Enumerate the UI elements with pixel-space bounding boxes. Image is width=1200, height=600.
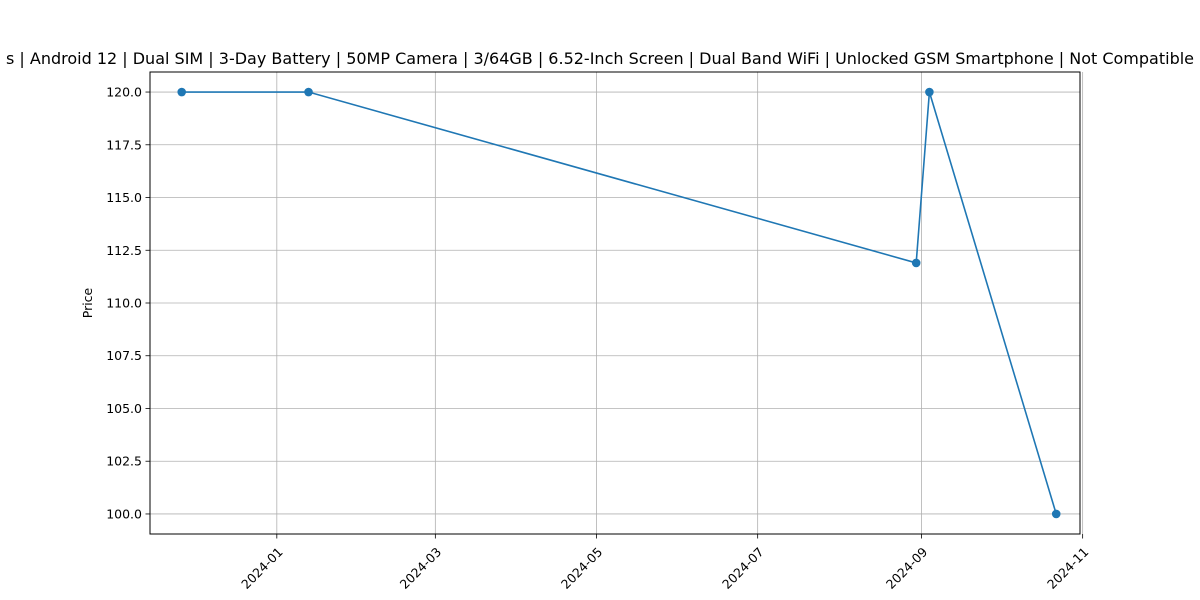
gridlines [150, 72, 1084, 534]
x-axis: 2024-01 2024-03 2024-05 2024-07 2024-09 2024-… [238, 534, 1092, 592]
y-tick-label: 117.5 [106, 137, 142, 152]
y-tick-label: 105.0 [106, 401, 142, 416]
x-tick-label: 2024-05 [558, 544, 606, 592]
y-tick-label: 115.0 [106, 190, 142, 205]
y-tick-label: 110.0 [106, 296, 142, 311]
x-tick-label: 2024-07 [719, 544, 767, 592]
y-tick-label: 120.0 [106, 85, 142, 100]
price-data-point [304, 87, 313, 97]
x-tick-label: 2024-03 [397, 544, 445, 592]
data-points [177, 87, 1061, 519]
y-axis-label: Price [80, 287, 95, 318]
y-tick-label: 107.5 [106, 348, 142, 363]
chart-title: s | Android 12 | Dual SIM | 3-Day Batter… [6, 49, 1194, 68]
price-data-point [925, 87, 934, 97]
y-axis: 100.0 102.5 105.0 107.5 110.0 112.5 115.0 117.5… [106, 85, 150, 521]
x-tick-label: 2024-11 [1044, 544, 1092, 592]
y-tick-label: 102.5 [106, 454, 142, 469]
y-tick-label: 100.0 [106, 506, 142, 521]
y-tick-label: 112.5 [106, 243, 142, 258]
price-data-point [177, 87, 187, 97]
price-data-point [1051, 509, 1061, 519]
price-data-point [911, 258, 921, 268]
x-tick-label: 2024-09 [883, 544, 931, 592]
x-tick-label: 2024-01 [238, 544, 286, 592]
